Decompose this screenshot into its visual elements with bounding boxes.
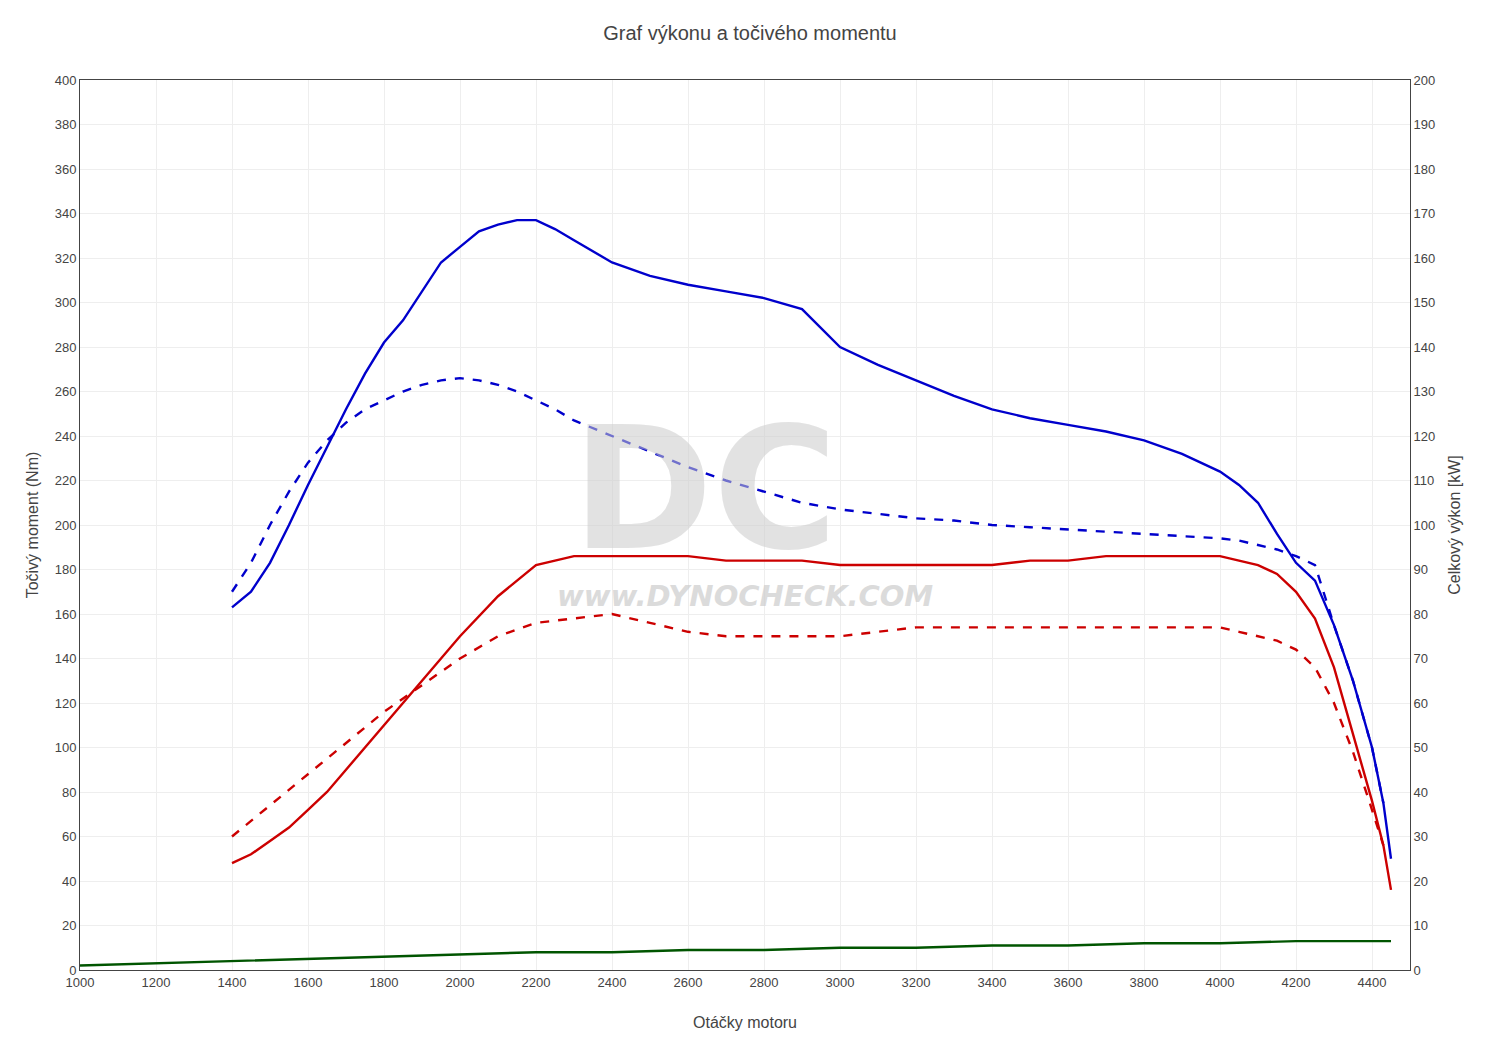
svg-text:1400: 1400 bbox=[218, 975, 247, 990]
svg-text:180: 180 bbox=[1414, 162, 1436, 177]
svg-text:140: 140 bbox=[55, 651, 77, 666]
svg-text:3200: 3200 bbox=[902, 975, 931, 990]
svg-text:120: 120 bbox=[55, 696, 77, 711]
svg-text:40: 40 bbox=[1414, 785, 1428, 800]
svg-text:10: 10 bbox=[1414, 918, 1428, 933]
svg-text:80: 80 bbox=[1414, 607, 1428, 622]
svg-text:50: 50 bbox=[1414, 740, 1428, 755]
svg-text:380: 380 bbox=[55, 117, 77, 132]
svg-text:www.DYNOCHECK.COM: www.DYNOCHECK.COM bbox=[557, 579, 933, 613]
svg-text:3400: 3400 bbox=[978, 975, 1007, 990]
svg-text:70: 70 bbox=[1414, 651, 1428, 666]
svg-text:320: 320 bbox=[55, 251, 77, 266]
svg-text:1800: 1800 bbox=[370, 975, 399, 990]
svg-text:0: 0 bbox=[1414, 963, 1421, 978]
svg-text:20: 20 bbox=[62, 918, 76, 933]
svg-text:90: 90 bbox=[1414, 562, 1428, 577]
svg-text:30: 30 bbox=[1414, 829, 1428, 844]
svg-text:220: 220 bbox=[55, 473, 77, 488]
svg-text:340: 340 bbox=[55, 206, 77, 221]
svg-text:Točivý moment (Nm): Točivý moment (Nm) bbox=[24, 452, 41, 599]
svg-text:360: 360 bbox=[55, 162, 77, 177]
svg-text:1000: 1000 bbox=[66, 975, 95, 990]
svg-text:140: 140 bbox=[1414, 340, 1436, 355]
svg-text:Celkový výkon [kW]: Celkový výkon [kW] bbox=[1446, 455, 1463, 595]
svg-text:2600: 2600 bbox=[674, 975, 703, 990]
svg-text:3600: 3600 bbox=[1054, 975, 1083, 990]
svg-text:4000: 4000 bbox=[1206, 975, 1235, 990]
svg-text:40: 40 bbox=[62, 874, 76, 889]
svg-text:170: 170 bbox=[1414, 206, 1436, 221]
svg-text:150: 150 bbox=[1414, 295, 1436, 310]
svg-text:3800: 3800 bbox=[1130, 975, 1159, 990]
svg-text:2000: 2000 bbox=[446, 975, 475, 990]
svg-text:Otáčky motoru: Otáčky motoru bbox=[693, 1014, 797, 1031]
svg-text:180: 180 bbox=[55, 562, 77, 577]
svg-text:200: 200 bbox=[55, 518, 77, 533]
svg-text:2200: 2200 bbox=[522, 975, 551, 990]
svg-text:2400: 2400 bbox=[598, 975, 627, 990]
svg-text:Graf výkonu a točivého momentu: Graf výkonu a točivého momentu bbox=[603, 22, 896, 44]
svg-text:4200: 4200 bbox=[1282, 975, 1311, 990]
svg-text:1200: 1200 bbox=[142, 975, 171, 990]
svg-text:200: 200 bbox=[1414, 73, 1436, 88]
svg-text:1600: 1600 bbox=[294, 975, 323, 990]
svg-text:280: 280 bbox=[55, 340, 77, 355]
svg-text:60: 60 bbox=[1414, 696, 1428, 711]
svg-text:DC: DC bbox=[572, 390, 838, 588]
svg-text:3000: 3000 bbox=[826, 975, 855, 990]
svg-text:240: 240 bbox=[55, 429, 77, 444]
svg-text:160: 160 bbox=[55, 607, 77, 622]
svg-text:2800: 2800 bbox=[750, 975, 779, 990]
svg-text:20: 20 bbox=[1414, 874, 1428, 889]
svg-text:100: 100 bbox=[1414, 518, 1436, 533]
svg-text:260: 260 bbox=[55, 384, 77, 399]
svg-text:100: 100 bbox=[55, 740, 77, 755]
svg-text:120: 120 bbox=[1414, 429, 1436, 444]
svg-text:190: 190 bbox=[1414, 117, 1436, 132]
svg-text:130: 130 bbox=[1414, 384, 1436, 399]
svg-text:60: 60 bbox=[62, 829, 76, 844]
svg-text:80: 80 bbox=[62, 785, 76, 800]
svg-text:300: 300 bbox=[55, 295, 77, 310]
svg-text:400: 400 bbox=[55, 73, 77, 88]
svg-text:160: 160 bbox=[1414, 251, 1436, 266]
svg-text:4400: 4400 bbox=[1358, 975, 1387, 990]
svg-text:0: 0 bbox=[69, 963, 76, 978]
svg-text:110: 110 bbox=[1414, 473, 1435, 488]
